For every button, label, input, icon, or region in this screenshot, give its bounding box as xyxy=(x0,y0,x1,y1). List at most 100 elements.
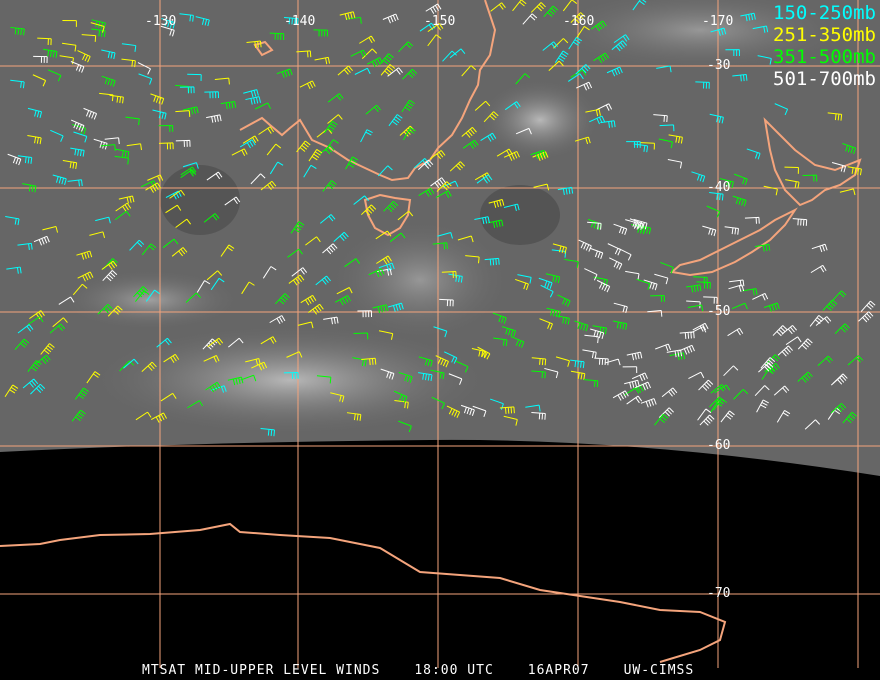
lon-label: -150 xyxy=(424,14,456,29)
wind-barb xyxy=(102,270,118,282)
wind-barb xyxy=(710,400,724,413)
lat-label: -40 xyxy=(707,180,731,195)
wind-barb xyxy=(372,304,389,313)
wind-barb xyxy=(152,109,167,120)
wind-barb xyxy=(752,292,769,301)
wind-barb xyxy=(378,262,395,272)
wind-barb xyxy=(636,278,651,290)
wind-barb xyxy=(313,29,328,37)
wind-barb xyxy=(430,369,445,380)
tasmania-coast xyxy=(363,193,412,237)
wind-barb xyxy=(503,415,518,426)
wind-barb xyxy=(763,185,778,196)
wind-barb xyxy=(433,326,448,338)
wind-barb xyxy=(570,370,586,380)
wind-barb xyxy=(101,260,118,270)
wind-barb xyxy=(350,49,367,58)
wind-barb xyxy=(530,2,546,13)
wind-barb xyxy=(147,174,164,182)
wind-barb xyxy=(129,239,145,251)
wind-barb xyxy=(269,32,285,40)
wind-barb xyxy=(303,164,317,178)
wind-barb xyxy=(337,65,353,76)
wind-barb xyxy=(709,113,724,124)
wind-barb xyxy=(606,66,623,77)
wind-barb xyxy=(296,50,312,58)
wind-barb xyxy=(10,79,25,89)
wind-barb xyxy=(612,320,628,330)
wind-barb xyxy=(733,389,749,400)
wind-barb xyxy=(785,336,802,346)
wind-barb xyxy=(62,160,78,170)
wind-barb xyxy=(691,171,706,183)
wind-barb xyxy=(448,273,463,283)
footer-time: 18:00 UTC xyxy=(414,663,494,678)
wind-barb xyxy=(842,143,857,155)
wind-barb xyxy=(61,42,77,52)
wind-barb xyxy=(702,225,717,237)
wind-barb xyxy=(220,100,237,110)
wind-barb xyxy=(499,406,515,414)
wind-barb xyxy=(260,180,277,191)
lon-label: -170 xyxy=(702,14,734,29)
wind-barb xyxy=(17,242,33,251)
wind-barb xyxy=(474,216,490,225)
wind-barb xyxy=(688,371,705,380)
wind-barb xyxy=(692,322,709,332)
wind-barb xyxy=(393,390,408,403)
wind-barb xyxy=(77,271,94,282)
wind-barb xyxy=(546,307,561,318)
wind-barb xyxy=(626,395,643,405)
wind-barb xyxy=(67,179,83,187)
wind-barb xyxy=(50,129,64,142)
wind-barb xyxy=(858,311,874,323)
wind-barb xyxy=(545,273,561,284)
wind-barb xyxy=(457,235,474,243)
wind-barb xyxy=(548,60,564,71)
wind-barb xyxy=(284,16,299,25)
wind-barb xyxy=(290,221,305,234)
footer-source: UW-CIMSS xyxy=(623,663,695,678)
wind-barb xyxy=(100,144,116,151)
wind-barb xyxy=(661,387,678,398)
wind-barb xyxy=(530,149,547,160)
wind-barb xyxy=(643,279,658,291)
wind-barb xyxy=(777,345,793,357)
footer-caption: MTSAT MID-UPPER LEVEL WINDS 18:00 UTC 16AP… xyxy=(142,663,728,678)
wind-barb xyxy=(276,68,293,78)
wind-barb xyxy=(729,279,745,287)
wind-barb xyxy=(366,57,383,68)
wind-barb xyxy=(634,381,652,391)
wind-barb xyxy=(71,409,86,422)
wind-barb xyxy=(123,358,139,369)
wind-barb xyxy=(444,351,458,364)
wind-barb xyxy=(742,288,758,296)
wind-barb xyxy=(254,102,271,110)
wind-barb xyxy=(76,250,93,260)
kangaroo-island xyxy=(253,40,274,57)
wind-barb xyxy=(118,195,135,204)
legend-item-251-350: 251-350mb xyxy=(773,24,876,46)
wind-barb xyxy=(744,216,760,224)
wind-barb xyxy=(435,190,452,199)
wind-barb xyxy=(95,216,111,224)
wind-barb xyxy=(625,219,640,230)
wind-barb xyxy=(540,284,554,298)
wind-barb xyxy=(809,315,825,327)
wind-barb xyxy=(454,360,469,373)
wind-barb xyxy=(361,48,378,59)
wind-barb xyxy=(398,371,413,383)
wind-barb xyxy=(135,290,150,302)
wind-barb xyxy=(612,390,629,401)
wind-barb xyxy=(668,134,683,144)
wind-barb xyxy=(448,373,463,385)
wind-barb xyxy=(477,346,491,360)
wind-barb xyxy=(756,399,769,413)
wind-barb xyxy=(180,169,197,179)
wind-barb xyxy=(582,349,597,359)
wind-barb xyxy=(655,343,672,352)
wind-barb xyxy=(262,266,277,279)
wind-barb xyxy=(830,403,847,414)
wind-barb xyxy=(471,348,487,358)
